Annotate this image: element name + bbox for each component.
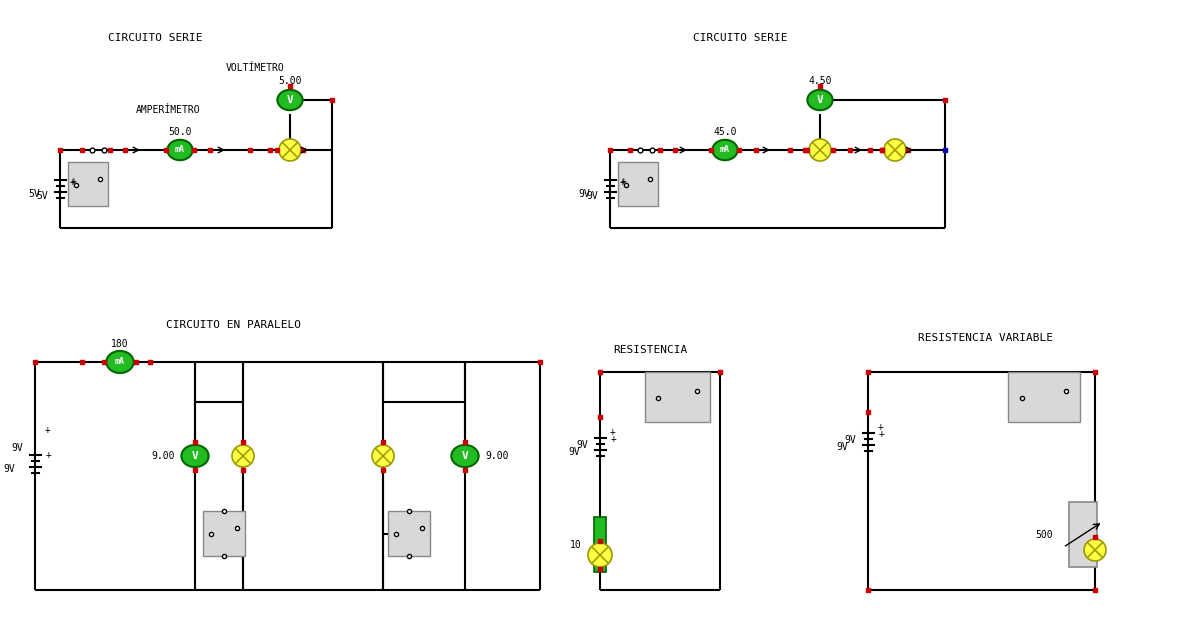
Text: 10: 10 xyxy=(570,539,582,549)
Bar xyxy=(645,372,710,422)
Text: 5V: 5V xyxy=(28,189,40,199)
Text: mA: mA xyxy=(115,357,124,366)
Circle shape xyxy=(588,543,611,567)
Text: +: + xyxy=(879,429,885,439)
Ellipse shape xyxy=(807,90,833,110)
Text: 180: 180 xyxy=(111,339,129,349)
Text: RESISTENCIA VARIABLE: RESISTENCIA VARIABLE xyxy=(917,333,1052,343)
Text: 5V: 5V xyxy=(37,191,49,201)
Circle shape xyxy=(1084,539,1106,561)
Ellipse shape xyxy=(277,90,302,110)
Circle shape xyxy=(884,139,907,161)
Text: RESISTENCIA: RESISTENCIA xyxy=(613,345,687,355)
Text: V: V xyxy=(462,451,468,461)
Text: AMPERÍMETRO: AMPERÍMETRO xyxy=(136,105,200,115)
Ellipse shape xyxy=(451,445,479,467)
Ellipse shape xyxy=(712,140,737,160)
Bar xyxy=(594,517,606,572)
Text: +: + xyxy=(621,176,627,186)
Circle shape xyxy=(809,139,831,161)
Text: 9V: 9V xyxy=(844,435,856,445)
Text: CIRCUITO EN PARALELO: CIRCUITO EN PARALELO xyxy=(166,320,301,330)
Circle shape xyxy=(232,445,254,467)
Bar xyxy=(203,511,245,556)
Text: 45.0: 45.0 xyxy=(713,127,737,137)
Text: VOLTÍMETRO: VOLTÍMETRO xyxy=(225,63,284,73)
Text: CIRCUITO SERIE: CIRCUITO SERIE xyxy=(693,33,787,43)
Ellipse shape xyxy=(167,140,193,160)
Text: +: + xyxy=(46,451,52,461)
Text: CIRCUITO SERIE: CIRCUITO SERIE xyxy=(108,33,203,43)
Text: 9.00: 9.00 xyxy=(485,451,508,461)
Text: +: + xyxy=(878,422,884,432)
Text: +: + xyxy=(70,177,76,187)
Text: 5.00: 5.00 xyxy=(278,76,302,86)
Bar xyxy=(387,511,430,556)
Text: 9V: 9V xyxy=(578,189,590,199)
Text: 9V: 9V xyxy=(4,464,15,474)
Circle shape xyxy=(278,139,301,161)
Text: mA: mA xyxy=(720,146,730,154)
Bar xyxy=(68,162,108,206)
Ellipse shape xyxy=(107,351,134,373)
Text: 500: 500 xyxy=(1036,529,1053,539)
Text: V: V xyxy=(192,451,198,461)
Text: +: + xyxy=(610,427,616,437)
Text: +: + xyxy=(71,176,77,186)
Text: 9V: 9V xyxy=(569,447,579,457)
Text: 9V: 9V xyxy=(11,443,23,453)
Text: 9V: 9V xyxy=(576,440,588,450)
Text: 50.0: 50.0 xyxy=(168,127,192,137)
Text: mA: mA xyxy=(175,146,185,154)
Text: 9V: 9V xyxy=(587,191,598,201)
Bar xyxy=(619,162,658,206)
Text: +: + xyxy=(611,434,617,444)
Bar xyxy=(1008,372,1080,422)
Text: +: + xyxy=(45,425,51,435)
Text: 9V: 9V xyxy=(837,442,848,452)
Text: V: V xyxy=(816,95,824,105)
Circle shape xyxy=(372,445,393,467)
Text: 4.50: 4.50 xyxy=(808,76,832,86)
Ellipse shape xyxy=(181,445,209,467)
Text: V: V xyxy=(287,95,294,105)
Text: +: + xyxy=(620,177,626,187)
Text: 9.00: 9.00 xyxy=(152,451,175,461)
Bar xyxy=(1069,502,1097,567)
